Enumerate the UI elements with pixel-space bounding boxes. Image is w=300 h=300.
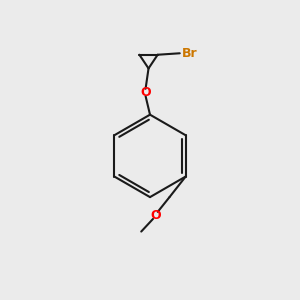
Text: O: O: [150, 209, 161, 222]
Text: O: O: [140, 86, 151, 99]
Text: Br: Br: [182, 47, 198, 60]
